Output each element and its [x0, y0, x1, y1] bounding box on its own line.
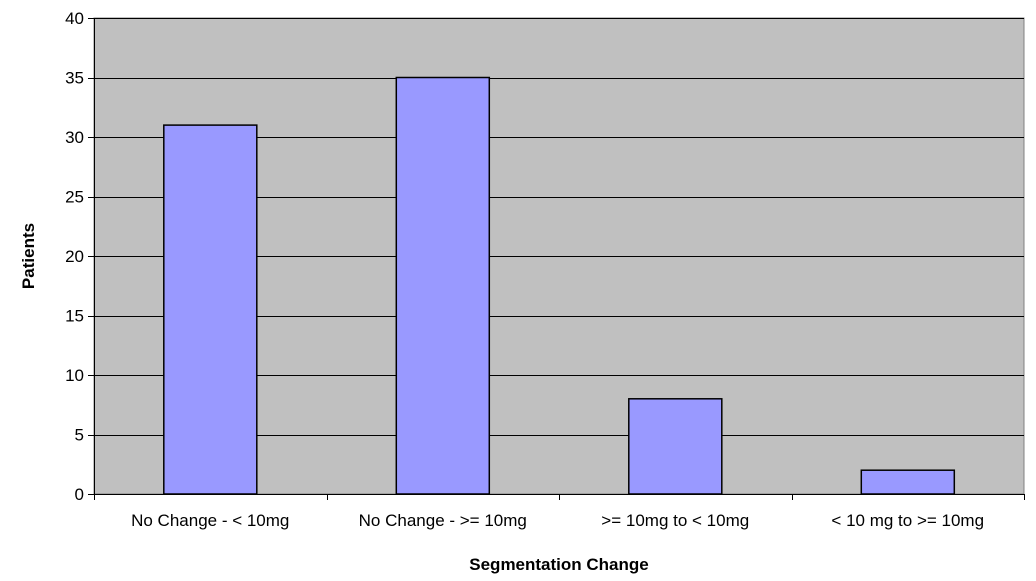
- y-tick-labels: 0 5 10 15 20 25 30 35 40: [65, 9, 84, 504]
- bar: [395, 76, 491, 495]
- x-axis-title: Segmentation Change: [469, 555, 648, 574]
- bars: [163, 76, 956, 495]
- bar: [163, 124, 258, 495]
- y-tick-label: 30: [65, 128, 84, 147]
- x-tick-label: < 10 mg to >= 10mg: [831, 511, 984, 530]
- y-tick-label: 10: [65, 366, 84, 385]
- y-tick-label: 35: [65, 69, 84, 88]
- y-tick-label: 0: [75, 485, 84, 504]
- y-tick-label: 15: [65, 307, 84, 326]
- x-tick-labels: No Change - < 10mg No Change - >= 10mg >= …: [131, 511, 984, 530]
- y-tick-label: 5: [75, 426, 84, 445]
- y-tick-label: 20: [65, 247, 84, 266]
- x-tick-label: >= 10mg to < 10mg: [601, 511, 749, 530]
- y-tick-label: 40: [65, 9, 84, 28]
- y-axis-title: Patients: [19, 223, 38, 289]
- bar: [860, 469, 956, 495]
- axes: [88, 18, 1025, 500]
- x-tick-label: No Change - >= 10mg: [359, 511, 527, 530]
- x-tick-label: No Change - < 10mg: [131, 511, 289, 530]
- bar: [628, 398, 723, 495]
- y-tick-label: 25: [65, 188, 84, 207]
